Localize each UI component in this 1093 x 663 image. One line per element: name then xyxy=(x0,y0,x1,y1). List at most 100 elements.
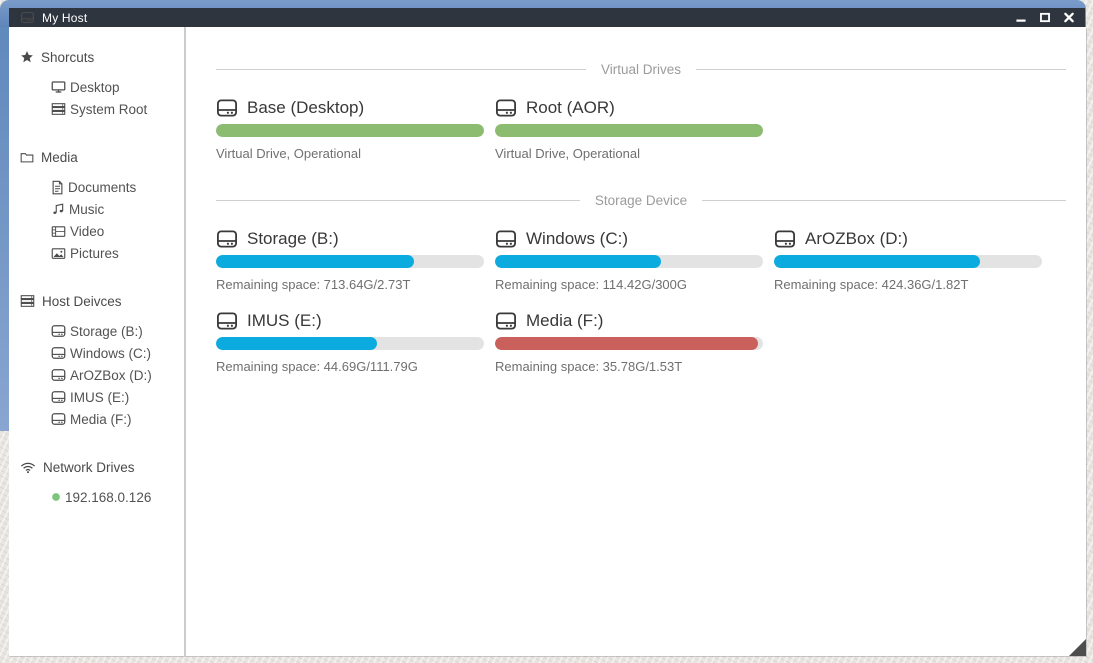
sidebar-item-documents[interactable]: Documents xyxy=(51,176,180,198)
sidebar-item-pictures[interactable]: Pictures xyxy=(51,242,180,264)
drive-usage-bar xyxy=(216,255,484,268)
drive-icon xyxy=(495,98,517,118)
drive-title: IMUS (E:) xyxy=(216,311,484,331)
drive-name: Media (F:) xyxy=(526,311,604,330)
sidebar-header-media: Media xyxy=(20,147,180,167)
drive-title: Windows (C:) xyxy=(495,229,763,249)
drive-card-grid: Storage (B:) Remaining space: 713.64G/2.7… xyxy=(216,229,1066,374)
sidebar-item-windows-c[interactable]: Windows (C:) xyxy=(51,342,180,364)
drive-title: Storage (B:) xyxy=(216,229,484,249)
minimize-button[interactable] xyxy=(1014,12,1027,24)
sidebar-header-network-drives: Network Drives xyxy=(20,457,180,477)
sidebar-item-arozbox-d[interactable]: ArOZBox (D:) xyxy=(51,364,180,386)
sidebar: Shorcuts Desktop System Root Media Documents… xyxy=(9,27,186,656)
star-icon xyxy=(20,50,34,64)
drive-description: Virtual Drive, Operational xyxy=(216,146,361,161)
sidebar-header-host-deivces: Host Deivces xyxy=(20,291,180,311)
dot-icon xyxy=(51,492,61,502)
sidebar-header-label: Host Deivces xyxy=(42,293,122,309)
drive-description: Remaining space: 114.42G/300G xyxy=(495,277,687,292)
sidebar-item-system-root[interactable]: System Root xyxy=(51,98,180,120)
music-icon xyxy=(51,202,65,216)
section-header-label: Storage Device xyxy=(594,192,688,208)
window-frame-left xyxy=(0,27,9,431)
window-controls xyxy=(1014,12,1075,24)
sidebar-item-192.168.0.126[interactable]: 192.168.0.126 xyxy=(51,486,180,508)
sidebar-item-music[interactable]: Music xyxy=(51,198,180,220)
wifi-icon xyxy=(20,461,36,474)
drive-usage-bar xyxy=(216,337,484,350)
sidebar-item-media-f[interactable]: Media (F:) xyxy=(51,408,180,430)
drive-usage-fill xyxy=(216,255,415,268)
film-icon xyxy=(51,225,66,238)
drive-icon xyxy=(774,229,796,249)
main-panel: Virtual Drives Base (Desktop) Virtual Driv… xyxy=(186,27,1086,656)
sidebar-section-host-deivces: Host Deivces Storage (B:) Windows (C:) ArOZ… xyxy=(20,291,180,430)
drive-title: Media (F:) xyxy=(495,311,763,331)
sidebar-item-label: ArOZBox (D:) xyxy=(70,367,152,383)
drive-description: Remaining space: 713.64G/2.73T xyxy=(216,277,411,292)
drive-usage-bar xyxy=(774,255,1042,268)
drive-usage-bar xyxy=(495,255,763,268)
drive-description: Remaining space: 35.78G/1.53T xyxy=(495,359,683,374)
sidebar-item-label: Desktop xyxy=(70,79,120,95)
drive-card-windows-c[interactable]: Windows (C:) Remaining space: 114.42G/300… xyxy=(495,229,763,292)
sidebar-item-label: Storage (B:) xyxy=(70,323,143,339)
drive-usage-fill xyxy=(216,124,484,137)
drive-name: Storage (B:) xyxy=(247,229,339,248)
drive-card-media-f[interactable]: Media (F:) Remaining space: 35.78G/1.53T xyxy=(495,311,763,374)
sidebar-header-label: Media xyxy=(41,149,78,165)
sidebar-section-network-drives: Network Drives 192.168.0.126 xyxy=(20,457,180,508)
drive-usage-fill xyxy=(216,337,377,350)
sidebar-item-video[interactable]: Video xyxy=(51,220,180,242)
drive-name: IMUS (E:) xyxy=(247,311,322,330)
section-header-storage-device: Storage Device xyxy=(216,192,1066,208)
drive-title: Root (AOR) xyxy=(495,98,763,118)
drive-name: Windows (C:) xyxy=(526,229,629,248)
drive-usage-fill xyxy=(495,255,662,268)
drive-title: Base (Desktop) xyxy=(216,98,484,118)
divider-line xyxy=(696,68,1066,70)
section-header-virtual-drives: Virtual Drives xyxy=(216,61,1066,77)
sidebar-header-shorcuts: Shorcuts xyxy=(20,47,180,67)
drive-card-imus-e[interactable]: IMUS (E:) Remaining space: 44.69G/111.79G xyxy=(216,311,484,374)
drive-icon xyxy=(495,311,517,331)
drive-icon xyxy=(51,324,66,338)
drive-icon xyxy=(51,346,66,360)
drive-usage-fill xyxy=(774,255,981,268)
sidebar-section-media: Media Documents Music Video Pictures xyxy=(20,147,180,264)
sidebar-item-label: IMUS (E:) xyxy=(70,389,130,405)
sidebar-item-label: Windows (C:) xyxy=(70,345,152,361)
sidebar-item-label: 192.168.0.126 xyxy=(65,489,152,505)
picture-icon xyxy=(51,247,66,260)
sidebar-item-imus-e[interactable]: IMUS (E:) xyxy=(51,386,180,408)
drive-card-root-aor[interactable]: Root (AOR) Virtual Drive, Operational xyxy=(495,98,763,161)
drive-card-base-desktop[interactable]: Base (Desktop) Virtual Drive, Operational xyxy=(216,98,484,161)
drive-title: ArOZBox (D:) xyxy=(774,229,1042,249)
maximize-button[interactable] xyxy=(1038,12,1051,24)
sidebar-item-storage-b[interactable]: Storage (B:) xyxy=(51,320,180,342)
sidebar-item-desktop[interactable]: Desktop xyxy=(51,76,180,98)
drive-name: Base (Desktop) xyxy=(247,98,365,117)
drive-card-storage-b[interactable]: Storage (B:) Remaining space: 713.64G/2.7… xyxy=(216,229,484,292)
document-icon xyxy=(51,180,64,195)
drive-description: Remaining space: 44.69G/111.79G xyxy=(216,359,418,374)
drive-icon xyxy=(51,368,66,382)
drive-name: Root (AOR) xyxy=(526,98,615,117)
drive-description: Remaining space: 424.36G/1.82T xyxy=(774,277,969,292)
drive-card-arozbox-d[interactable]: ArOZBox (D:) Remaining space: 424.36G/1.8… xyxy=(774,229,1042,292)
drive-description: Virtual Drive, Operational xyxy=(495,146,640,161)
section-header-label: Virtual Drives xyxy=(600,61,682,77)
drive-icon xyxy=(216,229,238,249)
drive-usage-bar xyxy=(495,124,763,137)
close-button[interactable] xyxy=(1062,12,1075,24)
drive-usage-bar xyxy=(216,124,484,137)
window-content: Shorcuts Desktop System Root Media Documents… xyxy=(9,27,1086,656)
sidebar-item-label: Media (F:) xyxy=(70,411,132,427)
drive-usage-bar xyxy=(495,337,763,350)
drive-name: ArOZBox (D:) xyxy=(805,229,908,248)
resize-handle[interactable] xyxy=(1069,639,1086,656)
stack-icon xyxy=(20,294,35,308)
drive-usage-fill xyxy=(495,124,763,137)
drive-icon xyxy=(51,412,66,426)
